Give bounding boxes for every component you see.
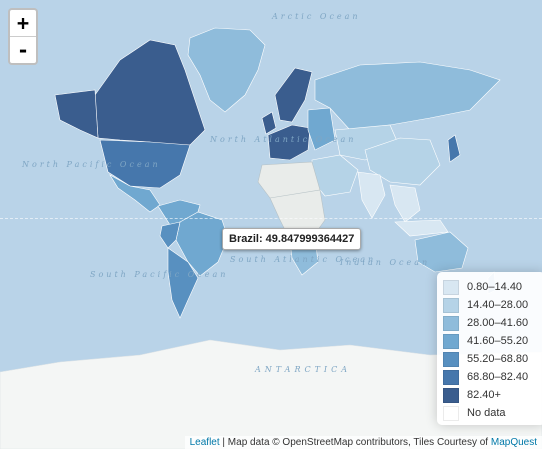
region-argentina-chile[interactable]: [167, 247, 199, 319]
legend-label: No data: [467, 407, 506, 419]
legend-swatch: [443, 297, 459, 313]
attribution-bar: Leaflet | Map data © OpenStreetMap contr…: [184, 436, 542, 449]
equator-line: [0, 218, 542, 219]
region-southeast-asia[interactable]: [389, 184, 421, 223]
legend-row: 41.60–55.20: [443, 332, 539, 350]
ocean-label-antarctica: ANTARCTICA: [255, 365, 351, 374]
legend-swatch: [443, 333, 459, 349]
region-western-europe[interactable]: [267, 124, 311, 161]
attribution-text: | Map data © OpenStreetMap contributors,…: [219, 437, 491, 448]
zoom-out-button[interactable]: -: [16, 38, 30, 62]
legend-swatch: [443, 315, 459, 331]
zoom-control: + -: [8, 8, 38, 65]
ocean-label-indian: Indian Ocean: [340, 258, 431, 267]
legend-label: 55.20–68.80: [467, 353, 529, 365]
legend-label: 41.60–55.20: [467, 335, 529, 347]
region-antarctica: [0, 339, 542, 449]
legend-swatch: [443, 387, 459, 403]
region-indonesia[interactable]: [394, 219, 449, 237]
region-eastern-europe[interactable]: [307, 107, 336, 151]
legend-label: 0.80–14.40: [467, 281, 523, 293]
country-tooltip: Brazil: 49.847999364427: [222, 228, 362, 250]
region-russia[interactable]: [314, 61, 501, 131]
legend-row: 14.40–28.00: [443, 296, 539, 314]
region-mexico[interactable]: [109, 174, 161, 213]
legend-swatch: [443, 279, 459, 295]
legend-row: 82.40+: [443, 386, 539, 404]
region-india[interactable]: [357, 171, 386, 219]
region-china[interactable]: [364, 137, 441, 186]
legend-label: 14.40–28.00: [467, 299, 529, 311]
ocean-label-north-pacific: North Pacific Ocean: [22, 160, 161, 169]
legend-label: 28.00–41.60: [467, 317, 529, 329]
mapquest-link[interactable]: MapQuest: [490, 437, 537, 448]
legend-row: 68.80–82.40: [443, 368, 539, 386]
region-australia[interactable]: [414, 231, 469, 273]
region-japan[interactable]: [447, 134, 461, 163]
legend-label: 68.80–82.40: [467, 371, 529, 383]
map-legend: 0.80–14.40 14.40–28.00 28.00–41.60 41.60–55…: [437, 272, 542, 425]
legend-swatch: [443, 369, 459, 385]
region-brazil[interactable]: [175, 211, 229, 277]
legend-row: 28.00–41.60: [443, 314, 539, 332]
ocean-label-south-atlantic: South Atlantic Ocean: [230, 255, 377, 264]
legend-swatch: [443, 351, 459, 367]
zoom-in-button[interactable]: +: [10, 10, 36, 37]
region-uk[interactable]: [261, 111, 277, 135]
region-usa[interactable]: [99, 139, 191, 189]
region-canada[interactable]: [94, 39, 206, 151]
region-greenland[interactable]: [187, 27, 266, 113]
legend-row: No data: [443, 404, 539, 422]
region-alaska[interactable]: [54, 89, 99, 139]
ocean-label-north-atlantic: North Atlantic Ocean: [210, 135, 357, 144]
ocean-label-arctic: Arctic Ocean: [272, 12, 361, 21]
legend-label: 82.40+: [467, 389, 501, 401]
leaflet-link[interactable]: Leaflet: [189, 437, 220, 448]
legend-row: 0.80–14.40: [443, 278, 539, 296]
legend-swatch: [443, 405, 459, 421]
legend-row: 55.20–68.80: [443, 350, 539, 368]
ocean-label-south-pacific: South Pacific Ocean: [90, 270, 229, 279]
region-peru[interactable]: [159, 221, 181, 249]
region-scandinavia[interactable]: [274, 67, 313, 123]
